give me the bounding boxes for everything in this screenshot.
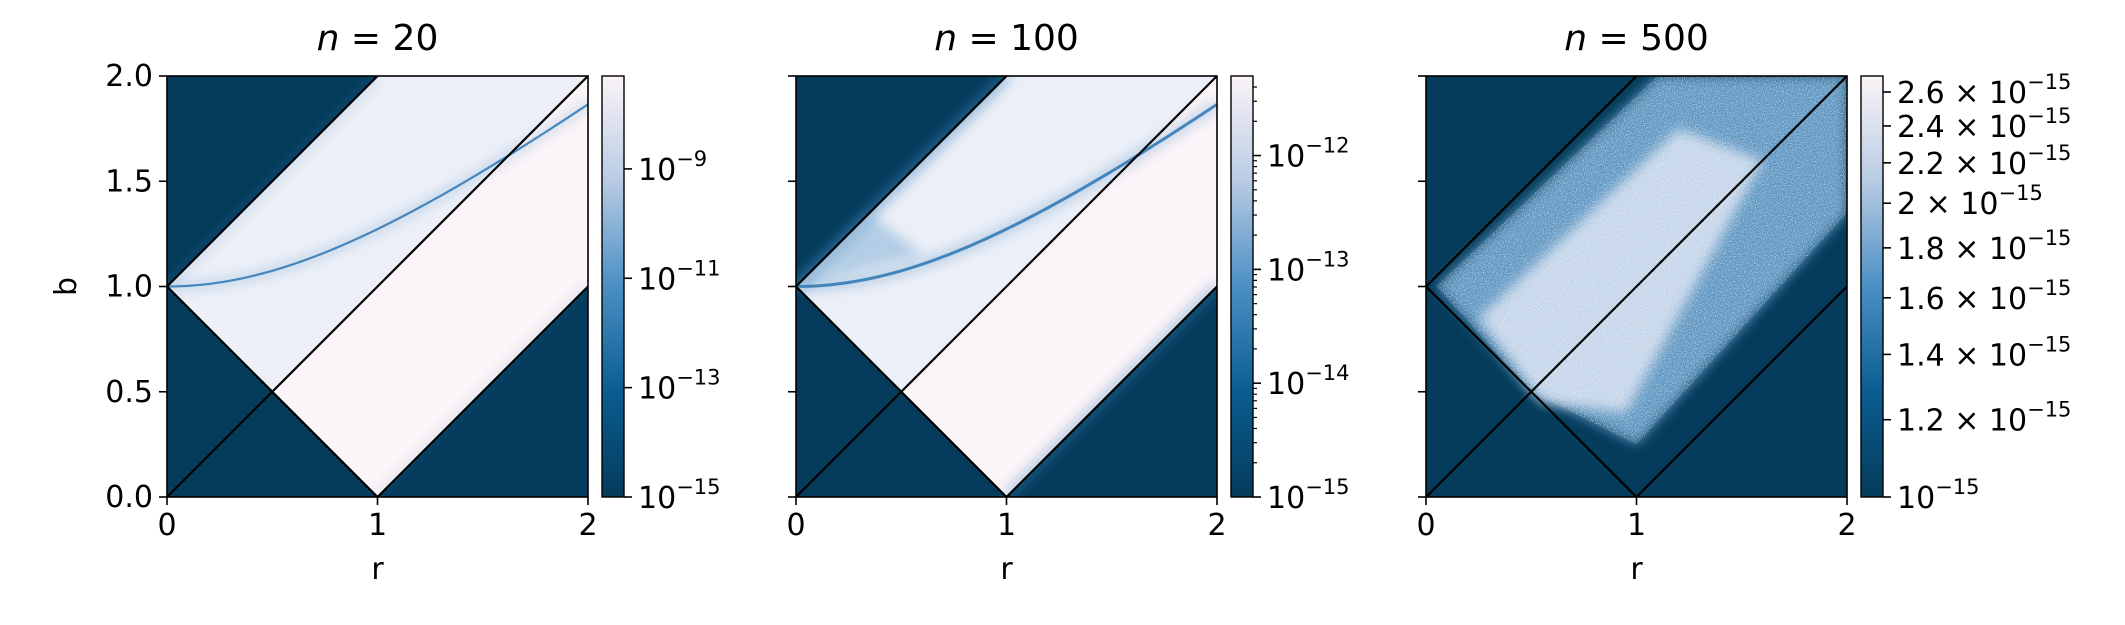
colorbar-tick-label: 2 × 10−15 — [1897, 181, 2043, 222]
x-tick-label: 0 — [786, 508, 805, 543]
y-tick-label: 1.0 — [105, 270, 153, 305]
colorbar-tick-label: 1.2 × 10−15 — [1897, 398, 2071, 439]
colorbar-gradient — [1861, 76, 1883, 497]
boundary-line-4 — [376, 285, 588, 497]
heatmap-region-upper — [796, 76, 1217, 392]
panel-title: n = 20 — [317, 18, 439, 59]
colorbar-tick-label: 2.6 × 10−15 — [1897, 70, 2071, 111]
boundary-line-3 — [796, 76, 1217, 497]
wedge-halo — [796, 212, 923, 287]
x-axis-label: r — [371, 552, 384, 587]
colorbar-tick-label: 10−9 — [638, 147, 707, 188]
heatmap-region-lower — [272, 76, 588, 497]
boundary-line-3 — [167, 76, 588, 497]
heatmap-area — [796, 76, 1217, 497]
colorbar: 10−15 10−14 10−13 10−12 — [1230, 75, 1350, 516]
colorbar-tick-label: 10−15 — [1267, 475, 1350, 516]
panel-title: n = 500 — [1564, 18, 1709, 59]
colorbar-tick-label: 10−15 — [1897, 475, 1980, 516]
x-tick-label: 0 — [157, 508, 176, 543]
colorbar-tick-label: 10−12 — [1267, 134, 1350, 175]
colorbar: 10−15 10−13 10−11 10−9 — [601, 75, 721, 516]
x-axis-label: r — [1630, 552, 1643, 587]
x-tick-label: 2 — [1207, 508, 1226, 543]
colorbar-tick-label: 10−13 — [638, 366, 721, 407]
colorbar: 10−15 1.2 × 10−15 1.4 × 10−15 1.6 × 10−15 1.… — [1860, 70, 2071, 516]
y-tick-label: 0.0 — [105, 480, 153, 515]
x-tick-label: 1 — [997, 508, 1016, 543]
colorbar-tick-label: 10−15 — [638, 475, 721, 516]
x-tick-label: 2 — [1837, 508, 1856, 543]
y-tick-label: 0.5 — [105, 375, 153, 410]
heatmap-region-upper — [167, 76, 588, 392]
ridge-curve — [796, 103, 1217, 288]
x-tick-label: 0 — [1416, 508, 1435, 543]
colorbar-tick-label: 1.4 × 10−15 — [1897, 332, 2071, 373]
boundary-line-1 — [1426, 76, 1638, 288]
colorbar-tick-label: 10−13 — [1267, 247, 1350, 288]
x-tick-label: 2 — [578, 508, 597, 543]
colorbar-tick-label: 2.4 × 10−15 — [1897, 104, 2071, 145]
colorbar-tick-label: 10−14 — [1267, 361, 1350, 402]
y-tick-label: 2.0 — [105, 59, 153, 94]
heatmap-area — [167, 76, 588, 497]
ridge-curve — [167, 103, 588, 288]
colorbar-gradient — [1231, 76, 1253, 497]
heatmap-region-lower — [901, 76, 1217, 497]
colorbar-frame — [601, 75, 625, 498]
heatmap-area — [1426, 76, 1847, 497]
colorbar-tick-label: 1.6 × 10−15 — [1897, 276, 2071, 317]
boundary-line-1 — [167, 76, 379, 288]
colorbar-frame — [1860, 75, 1884, 498]
y-axis-label: b — [49, 277, 84, 296]
boundary-line-1 — [796, 76, 1008, 288]
boundary-line-3 — [1426, 76, 1847, 497]
panel-3: 0 1 2 r n = 500 10−15 1.2 × 10−15 1.4 × 10−15 1.… — [1416, 18, 2071, 587]
colorbar-tick-label: 1.8 × 10−15 — [1897, 226, 2071, 267]
y-tick-label: 1.5 — [105, 164, 153, 199]
panel-2: 0 1 2 r n = 100 10−15 10−14 10−13 10−12 — [786, 18, 1349, 587]
colorbar-tick-label: 10−11 — [638, 256, 721, 297]
boundary-line-4 — [1005, 285, 1217, 497]
x-tick-label: 1 — [1627, 508, 1646, 543]
x-tick-label: 1 — [368, 508, 387, 543]
colorbar-tick-label: 2.2 × 10−15 — [1897, 141, 2071, 182]
panel-title: n = 100 — [934, 18, 1079, 59]
colorbar-gradient — [602, 76, 624, 497]
x-axis-label: r — [1000, 552, 1013, 587]
boundary-line-4 — [1635, 285, 1847, 497]
